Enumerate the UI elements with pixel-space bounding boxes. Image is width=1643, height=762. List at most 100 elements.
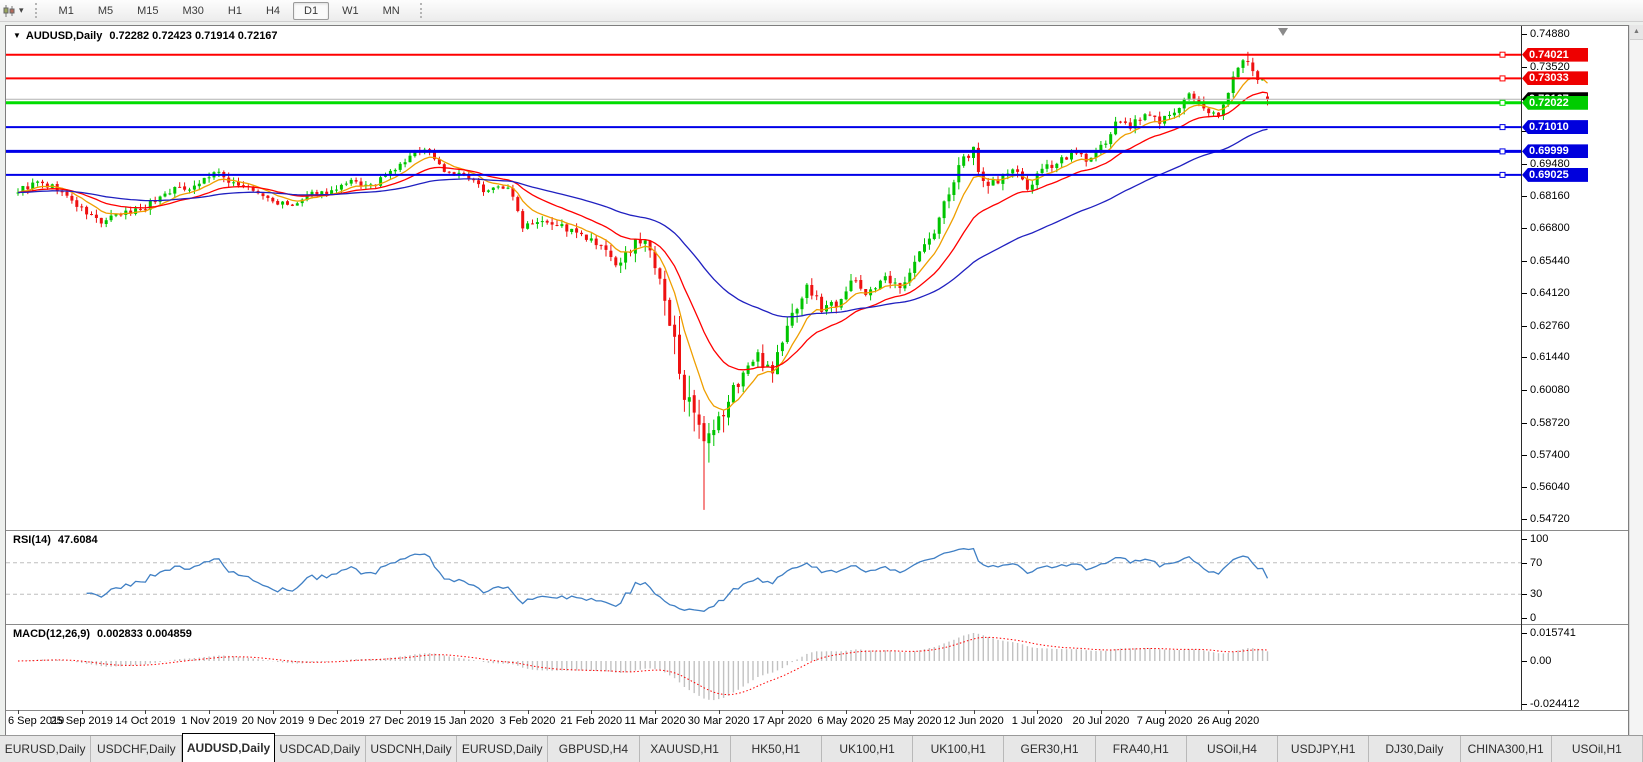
timeframe-button-m30[interactable]: M30 — [182, 4, 204, 17]
time-axis-tick — [1100, 710, 1102, 714]
symbol-tab-eurusd-daily[interactable]: EURUSD,Daily — [0, 736, 92, 762]
timeframe-button-m5[interactable]: M5 — [97, 4, 114, 17]
time-axis-tick — [272, 710, 274, 714]
timeframe-button-m1[interactable]: M1 — [58, 4, 74, 17]
price-tag-0.71010[interactable]: 0.71010 — [1522, 120, 1588, 135]
price-axis-label-tick — [1522, 487, 1527, 488]
rsi-axis-label-tick — [1522, 563, 1527, 564]
time-axis-label: 17 Apr 2020 — [752, 715, 813, 727]
price-axis-label-tick — [1522, 455, 1527, 456]
price-axis-label: 0.73520 — [1530, 61, 1570, 73]
price-axis-label-tick — [1522, 261, 1527, 262]
symbol-tab-dj30-daily[interactable]: DJ30,Daily — [1369, 736, 1461, 762]
price-axis-label-tick — [1522, 357, 1527, 358]
hline-handle-0.72022[interactable] — [1499, 99, 1506, 106]
price-axis-label-tick — [1522, 423, 1527, 424]
time-axis-label: 25 Sep 2019 — [50, 715, 113, 727]
symbol-tab-usoil-h4[interactable]: USOil,H4 — [1187, 736, 1279, 762]
main-price-chart[interactable] — [6, 26, 1521, 529]
price-axis-label-tick — [1522, 519, 1527, 520]
time-axis-tick — [909, 710, 911, 714]
time-axis-tick — [81, 710, 83, 714]
panel-divider — [6, 710, 1628, 711]
symbol-tab-usdchf-daily[interactable]: USDCHF,Daily — [91, 736, 183, 762]
symbol-tab-fra40-h1[interactable]: FRA40,H1 — [1096, 736, 1187, 762]
rsi-axis-label-tick — [1522, 594, 1527, 595]
rsi-name: RSI(14) — [13, 534, 51, 546]
symbol-tab-xauusd-h1[interactable]: XAUUSD,H1 — [640, 736, 731, 762]
symbol-tab-gbpusd-h4[interactable]: GBPUSD,H4 — [548, 736, 640, 762]
collapse-arrow-icon[interactable]: ▼ — [13, 31, 21, 40]
timeframe-button-mn[interactable]: MN — [382, 4, 400, 17]
symbol-tab-uk100-h1[interactable]: UK100,H1 — [822, 736, 914, 762]
symbol-tab-hk50-h1[interactable]: HK50,H1 — [731, 736, 822, 762]
time-axis-label: 25 May 2020 — [877, 715, 942, 727]
time-axis-label: 7 Aug 2020 — [1136, 715, 1193, 727]
chart-ohlc-values: 0.72282 0.72423 0.71914 0.72167 — [109, 30, 278, 42]
vertical-scrollbar[interactable]: ▲ — [1629, 25, 1643, 736]
symbol-tab-audusd-daily[interactable]: AUDUSD,Daily — [182, 733, 275, 762]
MA-fast-orange — [17, 77, 1268, 411]
chart-tool-icon[interactable] — [2, 4, 16, 18]
price-axis-label: 0.61440 — [1530, 351, 1570, 363]
time-axis-label: 11 Mar 2020 — [624, 715, 686, 727]
time-axis-label: 30 Mar 2020 — [687, 715, 750, 727]
hline-handle-0.69999[interactable] — [1499, 148, 1506, 155]
time-axis-label: 20 Jul 2020 — [1072, 715, 1130, 727]
toolbar-grip-icon[interactable] — [34, 3, 39, 18]
timeframe-button-m15[interactable]: M15 — [137, 4, 159, 17]
price-axis-label: 0.57400 — [1530, 449, 1570, 461]
price-axis-label: 0.60080 — [1530, 384, 1570, 396]
time-axis-label: 27 Dec 2019 — [368, 715, 432, 727]
symbol-tab-usdcad-daily[interactable]: USDCAD,Daily — [275, 736, 366, 762]
timeframe-button-d1[interactable]: D1 — [293, 1, 330, 20]
chart-tool-dropdown-icon[interactable]: ▾ — [19, 5, 24, 15]
rsi-indicator-chart[interactable] — [6, 531, 1521, 623]
time-axis-tick — [846, 710, 848, 714]
symbol-tab-usdjpy-h1[interactable]: USDJPY,H1 — [1278, 736, 1370, 762]
price-tag-0.74021[interactable]: 0.74021 — [1522, 47, 1588, 62]
time-axis-tick — [591, 710, 593, 714]
macd-axis-label-tick — [1522, 633, 1527, 634]
price-tag-0.72022[interactable]: 0.72022 — [1522, 95, 1588, 110]
symbol-tab-eurusd-daily[interactable]: EURUSD,Daily — [457, 736, 549, 762]
symbol-tab-usdcnh-daily[interactable]: USDCNH,Daily — [366, 736, 458, 762]
price-tag-0.69999[interactable]: 0.69999 — [1522, 144, 1588, 159]
time-axis-tick — [463, 710, 465, 714]
price-tag-0.73033[interactable]: 0.73033 — [1522, 71, 1588, 86]
symbol-tab-usoil-h1[interactable]: USOil,H1 — [1552, 736, 1643, 762]
hline-handle-0.71010[interactable] — [1499, 124, 1506, 131]
chart-shift-marker-icon[interactable] — [1278, 28, 1288, 36]
time-axis-label: 1 Nov 2019 — [180, 715, 238, 727]
price-axis-label: 0.54720 — [1530, 513, 1570, 525]
time-axis-tick — [718, 710, 720, 714]
symbol-tab-ger30-h1[interactable]: GER30,H1 — [1004, 736, 1096, 762]
rsi-axis-label: 100 — [1530, 533, 1549, 545]
hline-handle-0.69025[interactable] — [1499, 171, 1506, 178]
time-axis-tick — [782, 710, 784, 714]
timeframe-button-w1[interactable]: W1 — [342, 4, 359, 17]
time-axis-tick — [209, 710, 211, 714]
toolbar-grip-icon-2[interactable] — [419, 3, 424, 18]
hline-handle-0.74021[interactable] — [1499, 51, 1506, 58]
price-axis-label-tick — [1522, 34, 1527, 35]
symbol-tab-uk100-h1[interactable]: UK100,H1 — [913, 736, 1005, 762]
chart-window: ▼ AUDUSD,Daily 0.72282 0.72423 0.71914 0.7… — [5, 25, 1629, 736]
price-axis-label: 0.58720 — [1530, 417, 1570, 429]
symbol-tab-china300-h1[interactable]: CHINA300,H1 — [1461, 736, 1552, 762]
macd-axis-label: 0.00 — [1530, 655, 1552, 667]
timeframe-button-group: M1 M5 M15 M30 H1 H4 D1 W1 MN — [47, 1, 412, 20]
macd-indicator-chart[interactable] — [6, 625, 1521, 709]
timeframe-button-h1[interactable]: H1 — [227, 4, 242, 17]
MA-slow-blue — [17, 128, 1268, 318]
candlestick-tool-glyph — [3, 4, 15, 17]
scroll-up-icon[interactable]: ▲ — [1630, 25, 1643, 40]
panel-divider[interactable] — [6, 624, 1628, 625]
hline-handle-0.73033[interactable] — [1499, 75, 1506, 82]
price-tag-0.69025[interactable]: 0.69025 — [1522, 167, 1588, 182]
timeframe-button-h4[interactable]: H4 — [265, 4, 281, 17]
panel-divider[interactable] — [6, 530, 1628, 531]
time-axis-tick — [527, 710, 529, 714]
rsi-line — [86, 547, 1269, 612]
price-axis-label: 0.66800 — [1530, 222, 1570, 234]
